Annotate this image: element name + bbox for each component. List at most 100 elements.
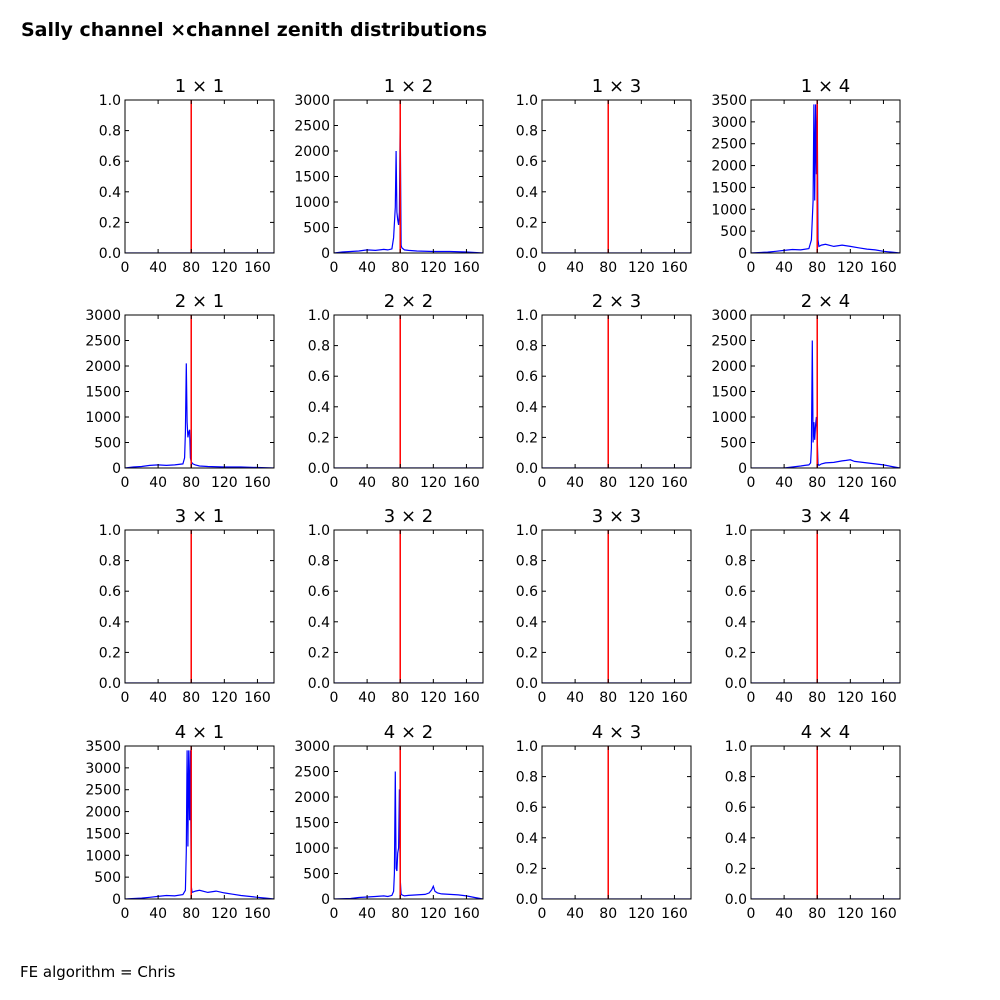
x-tick-label: 0 [121, 260, 130, 276]
subplot-title: 4 × 4 [801, 722, 850, 743]
y-tick-label: 2000 [294, 790, 330, 806]
x-tick-label: 80 [182, 906, 200, 922]
x-tick-label: 160 [453, 475, 480, 491]
y-tick-label: 1000 [85, 848, 121, 864]
x-tick-label: 120 [211, 906, 238, 922]
subplot-4-2: 4 × 2 0 40 80 120 160 0 500 1000 1500 2000 2500 3000 [294, 722, 484, 922]
subplot-2-4: 2 × 4 0 40 80 120 160 0 500 1000 1500 2000 2500 3000 [711, 291, 901, 491]
figure-footer: FE algorithm = Chris [20, 963, 176, 981]
axes-frame [750, 99, 901, 254]
y-tick-label: 0.2 [99, 215, 121, 231]
x-tick-label: 120 [420, 906, 447, 922]
subplot-title: 1 × 4 [801, 76, 850, 97]
y-tick-label: 0.6 [725, 584, 747, 600]
y-tick-label: 1.0 [99, 523, 121, 539]
y-tick-label: 0.8 [516, 770, 538, 786]
x-tick-label: 40 [149, 906, 167, 922]
x-tick-label: 80 [808, 690, 826, 706]
y-tick-label: 0.4 [725, 615, 747, 631]
y-tick-label: 3000 [711, 115, 747, 131]
y-tick-label: 2500 [711, 334, 747, 350]
x-tick-label: 40 [566, 260, 584, 276]
y-tick-label: 0.8 [308, 339, 330, 355]
y-tick-label: 0.0 [99, 676, 121, 692]
x-tick-label: 160 [661, 260, 688, 276]
x-tick-label: 80 [808, 906, 826, 922]
figure-title: Sally channel ×channel zenith distributi… [21, 19, 487, 41]
subplot-2-1: 2 × 1 0 40 80 120 160 0 500 1000 1500 2000 2500 3000 [85, 291, 275, 491]
y-tick-label: 2500 [85, 334, 121, 350]
y-tick-label: 0.6 [99, 154, 121, 170]
y-tick-label: 0.4 [308, 400, 330, 416]
subplot-title: 1 × 2 [384, 76, 433, 97]
y-tick-label: 0 [738, 246, 747, 262]
y-tick-label: 2000 [711, 359, 747, 375]
y-tick-label: 3000 [294, 739, 330, 755]
y-tick-label: 3000 [85, 308, 121, 324]
y-tick-label: 1500 [294, 170, 330, 186]
subplot-title: 1 × 3 [592, 76, 641, 97]
x-tick-label: 160 [661, 475, 688, 491]
x-tick-label: 120 [420, 690, 447, 706]
subplot-title: 3 × 3 [592, 506, 641, 527]
subplot-4-3: 4 × 3 0 40 80 120 160 0.0 0.2 0.4 0.6 0.8 1.0 [516, 722, 692, 922]
y-tick-label: 1500 [85, 385, 121, 401]
y-tick-label: 0 [112, 892, 121, 908]
axes-frame [541, 529, 692, 684]
y-tick-label: 0.0 [308, 461, 330, 477]
y-tick-label: 0.0 [516, 676, 538, 692]
subplot-3-2: 3 × 2 0 40 80 120 160 0.0 0.2 0.4 0.6 0.8 1.0 [308, 506, 484, 706]
x-tick-label: 40 [149, 475, 167, 491]
y-tick-label: 0.4 [516, 831, 538, 847]
y-tick-label: 1000 [85, 410, 121, 426]
subplot-2-3: 2 × 3 0 40 80 120 160 0.0 0.2 0.4 0.6 0.8 1.0 [516, 291, 692, 491]
x-tick-label: 40 [358, 475, 376, 491]
x-tick-label: 0 [330, 260, 339, 276]
axes-frame [541, 314, 692, 469]
y-tick-label: 0.0 [725, 892, 747, 908]
x-tick-label: 40 [775, 260, 793, 276]
x-tick-label: 160 [244, 475, 271, 491]
y-tick-label: 0.2 [516, 215, 538, 231]
y-tick-label: 3000 [85, 761, 121, 777]
y-tick-label: 1000 [294, 841, 330, 857]
x-tick-label: 0 [330, 906, 339, 922]
x-tick-label: 0 [538, 906, 547, 922]
subplot-title: 3 × 1 [175, 506, 224, 527]
x-tick-label: 80 [599, 690, 617, 706]
y-tick-label: 0.4 [516, 400, 538, 416]
y-tick-label: 500 [303, 221, 330, 237]
x-tick-label: 40 [566, 690, 584, 706]
x-tick-label: 80 [182, 690, 200, 706]
y-tick-label: 500 [720, 436, 747, 452]
x-tick-label: 0 [538, 690, 547, 706]
x-tick-label: 80 [182, 260, 200, 276]
x-tick-label: 0 [330, 475, 339, 491]
y-tick-label: 0.0 [308, 676, 330, 692]
y-tick-label: 0.8 [725, 770, 747, 786]
subplot-1-2: 1 × 2 0 40 80 120 160 0 500 1000 1500 2000 2500 3000 [294, 76, 484, 276]
y-tick-label: 3500 [711, 93, 747, 109]
x-tick-label: 160 [870, 906, 897, 922]
y-tick-label: 0.8 [516, 339, 538, 355]
subplot-title: 2 × 4 [801, 291, 850, 312]
y-tick-label: 0.2 [308, 430, 330, 446]
y-tick-label: 0.4 [99, 615, 121, 631]
y-tick-label: 0.6 [308, 369, 330, 385]
x-tick-label: 0 [747, 906, 756, 922]
x-tick-label: 120 [211, 690, 238, 706]
y-tick-label: 500 [720, 224, 747, 240]
y-tick-label: 0.0 [725, 676, 747, 692]
y-tick-label: 1.0 [725, 523, 747, 539]
y-tick-label: 1500 [294, 816, 330, 832]
axes-frame [124, 745, 275, 900]
y-tick-label: 3000 [711, 308, 747, 324]
y-tick-label: 0.2 [308, 645, 330, 661]
y-tick-label: 1500 [85, 826, 121, 842]
x-tick-label: 120 [420, 475, 447, 491]
x-tick-label: 120 [211, 475, 238, 491]
subplot-title: 3 × 4 [801, 506, 850, 527]
y-tick-label: 0.6 [725, 800, 747, 816]
y-tick-label: 500 [94, 436, 121, 452]
axes-frame [124, 529, 275, 684]
